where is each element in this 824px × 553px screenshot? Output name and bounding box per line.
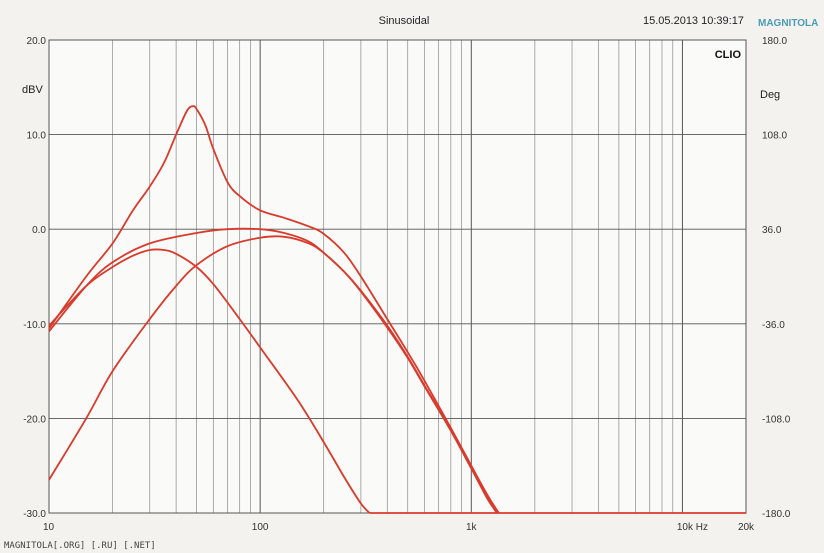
watermark-logo: MAGNITOLA [758, 18, 818, 29]
y-tick-label: -20.0 [23, 414, 46, 425]
x-tick-label: 10 [43, 522, 55, 533]
chart-title: Sinusoidal [379, 15, 430, 27]
x-tick-label: 10k Hz [677, 522, 708, 533]
series-line [48, 248, 371, 514]
y2-axis-label: Deg [760, 89, 780, 101]
x-tick-label: 20k [738, 522, 755, 533]
y2-tick-label: -180.0 [762, 509, 791, 520]
y-tick-label: 20.0 [27, 36, 47, 47]
x-tick-label: 100 [252, 522, 269, 533]
y2-tick-label: 108.0 [762, 131, 787, 142]
y-tick-label: 0.0 [32, 225, 46, 236]
y-tick-label: -30.0 [23, 509, 46, 520]
y2-tick-label: -36.0 [762, 320, 785, 331]
plot-background [49, 40, 746, 513]
y-axis-label: dBV [22, 84, 43, 96]
timestamp: 15.05.2013 10:39:17 [643, 15, 744, 27]
series-group [48, 105, 746, 514]
y-tick-label: -10.0 [23, 320, 46, 331]
tick-labels: 10 100 1k 10k Hz 20k 20.0 10.0 0.0 -10.0 -20.0 -30… [23, 36, 791, 533]
y-tick-label: 10.0 [27, 131, 47, 142]
footer-watermark: MAGNITOLA[.ORG] [.RU] [.NET] [4, 541, 156, 551]
x-tick-label: 1k [466, 522, 478, 533]
brand-label: CLIO [715, 49, 742, 61]
series-line [48, 235, 499, 514]
series-line [48, 105, 500, 514]
y2-tick-label: -108.0 [762, 414, 791, 425]
y2-tick-label: 36.0 [762, 225, 782, 236]
y2-tick-label: 180.0 [762, 36, 787, 47]
